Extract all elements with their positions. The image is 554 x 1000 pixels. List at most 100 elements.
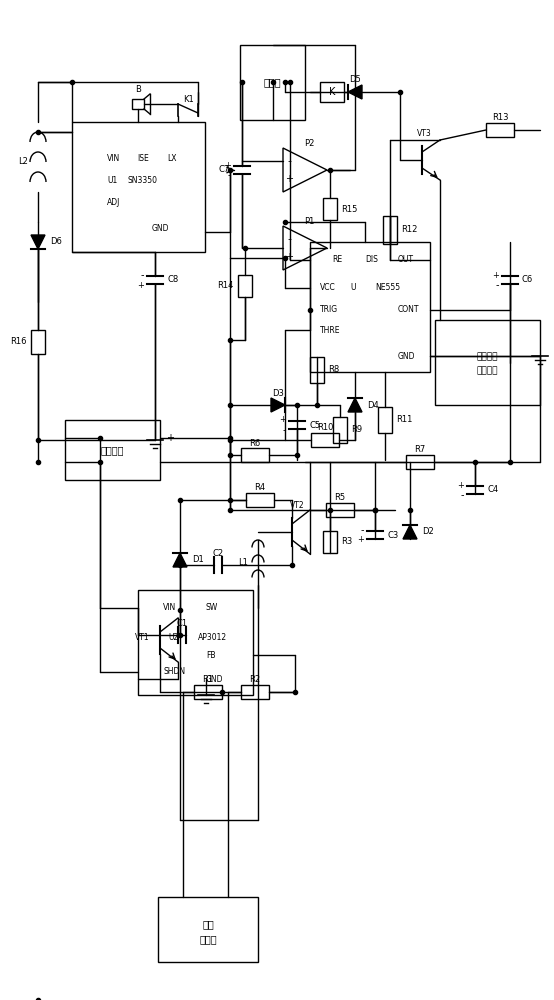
Text: R15: R15 (341, 205, 357, 214)
Text: VT1: VT1 (135, 634, 150, 643)
Bar (241, 685, 269, 699)
Text: R14: R14 (218, 282, 234, 290)
Text: U2: U2 (168, 633, 178, 642)
Text: C7: C7 (219, 165, 230, 174)
Text: D5: D5 (349, 76, 361, 85)
Text: -: - (361, 525, 364, 535)
Text: VCC: VCC (320, 283, 336, 292)
Text: R11: R11 (396, 416, 412, 424)
Bar (320, 82, 344, 102)
Text: L1: L1 (238, 558, 248, 567)
Text: CONT: CONT (398, 305, 419, 314)
Text: R2: R2 (249, 676, 260, 684)
Bar (240, 45, 305, 120)
Text: DIS: DIS (365, 255, 378, 264)
Text: THRE: THRE (320, 326, 341, 335)
Text: R12: R12 (401, 226, 417, 234)
Text: -: - (166, 457, 170, 467)
Text: GND: GND (398, 352, 416, 361)
Bar (158, 897, 258, 962)
Text: C3: C3 (387, 530, 398, 540)
Bar (486, 123, 514, 137)
Bar (326, 503, 354, 517)
Bar (333, 417, 347, 443)
Text: +: + (457, 481, 464, 489)
Bar (65, 420, 160, 480)
Text: U1: U1 (107, 176, 117, 185)
Text: C6: C6 (522, 275, 534, 284)
Text: C5: C5 (309, 420, 320, 430)
Text: GND: GND (152, 224, 170, 233)
Bar (241, 448, 269, 462)
Text: B: B (135, 86, 141, 95)
Text: VT3: VT3 (417, 129, 432, 138)
Text: -: - (283, 425, 286, 435)
Polygon shape (348, 85, 362, 99)
Text: R8: R8 (328, 365, 339, 374)
Text: R1: R1 (202, 676, 213, 684)
Text: R5: R5 (335, 493, 346, 502)
Bar (138, 590, 253, 695)
Bar (323, 531, 337, 553)
Text: C2: C2 (212, 548, 224, 558)
Text: -: - (287, 234, 291, 244)
Bar (310, 357, 324, 383)
Bar (132, 99, 144, 109)
Text: R4: R4 (254, 484, 265, 492)
Text: K: K (329, 87, 335, 97)
Text: 传感器: 传感器 (199, 934, 217, 944)
Text: C1: C1 (176, 618, 188, 628)
Text: C8: C8 (167, 275, 178, 284)
Text: 放大电路: 放大电路 (477, 366, 498, 375)
Text: GND: GND (206, 674, 223, 684)
Text: -: - (495, 280, 499, 290)
Text: -: - (287, 156, 291, 166)
Polygon shape (31, 235, 45, 249)
Text: +: + (285, 252, 293, 262)
Bar (406, 455, 434, 469)
Text: +: + (224, 160, 231, 169)
Polygon shape (173, 553, 187, 567)
Text: R6: R6 (249, 438, 260, 448)
Text: +: + (357, 536, 364, 544)
Text: R9: R9 (351, 426, 362, 434)
Text: P2: P2 (304, 139, 314, 148)
Bar (31, 330, 45, 354)
Text: R13: R13 (492, 113, 508, 122)
Text: C4: C4 (487, 486, 498, 494)
Text: D4: D4 (367, 400, 379, 410)
Text: VIN: VIN (107, 154, 120, 163)
Polygon shape (403, 525, 417, 539)
Bar (238, 275, 252, 297)
Bar (383, 216, 397, 244)
Text: TRIG: TRIG (320, 305, 338, 314)
Bar (310, 242, 430, 372)
Text: D1: D1 (192, 556, 204, 564)
Text: 显示屏: 显示屏 (264, 78, 281, 88)
Text: R7: R7 (414, 446, 425, 454)
Bar (378, 407, 392, 433)
Text: SN3350: SN3350 (127, 176, 157, 185)
Bar (311, 433, 339, 447)
Text: +: + (492, 270, 499, 279)
Text: L2: L2 (18, 157, 28, 166)
Text: D2: D2 (422, 528, 434, 536)
Text: SW: SW (206, 603, 218, 612)
Polygon shape (271, 398, 285, 412)
Bar (72, 122, 205, 252)
Text: 耦极耦合: 耦极耦合 (477, 352, 498, 361)
Text: -: - (141, 270, 144, 280)
Text: R16: R16 (11, 338, 27, 347)
Text: +: + (137, 280, 144, 290)
Text: OUT: OUT (398, 255, 414, 264)
Text: R10: R10 (317, 424, 333, 432)
Text: FB: FB (206, 651, 216, 660)
Text: +: + (166, 433, 174, 443)
Bar (323, 198, 337, 220)
Text: 温度: 温度 (202, 920, 214, 930)
Text: LX: LX (167, 154, 177, 163)
Text: -: - (460, 490, 464, 500)
Text: ISE: ISE (137, 154, 149, 163)
Text: VT2: VT2 (290, 500, 304, 510)
Bar (194, 685, 222, 699)
